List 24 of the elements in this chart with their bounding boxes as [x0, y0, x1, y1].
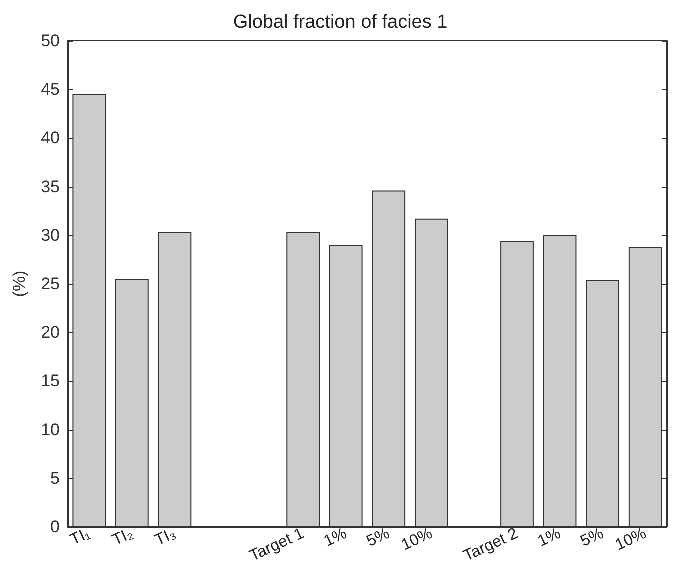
x-tick-label: 1%	[536, 525, 564, 550]
x-tick-label: Target 1	[247, 525, 308, 566]
y-tick-label: 20	[41, 323, 60, 342]
y-tick-label: 40	[41, 128, 60, 148]
x-tick-label: Target 2	[461, 525, 521, 566]
y-tick-label: 45	[41, 80, 60, 100]
y-tick-label: 50	[41, 32, 60, 50]
y-tick-label: 15	[41, 372, 60, 391]
x-tick-label: 10%	[399, 525, 436, 554]
y-tick-label: 30	[41, 226, 60, 245]
x-tick-label: 10%	[613, 525, 650, 554]
y-tick-label: 5	[50, 468, 60, 488]
y-tick-label: 25	[41, 274, 60, 294]
y-tick-label: 10	[41, 420, 60, 440]
chart-title: Global fraction of facies 1	[233, 12, 448, 33]
y-tick-label: 35	[41, 177, 60, 196]
x-tick-label: TI₁	[68, 525, 93, 549]
x-tick-label: TI₂	[110, 525, 136, 550]
y-tick-label: 0	[50, 518, 60, 536]
y-axis-title: (%)	[10, 270, 29, 298]
x-tick-label: TI₃	[152, 525, 179, 550]
x-tick-label: 5%	[364, 525, 392, 550]
x-tick-label: 1%	[322, 525, 350, 550]
x-tick-label: 5%	[578, 525, 606, 550]
